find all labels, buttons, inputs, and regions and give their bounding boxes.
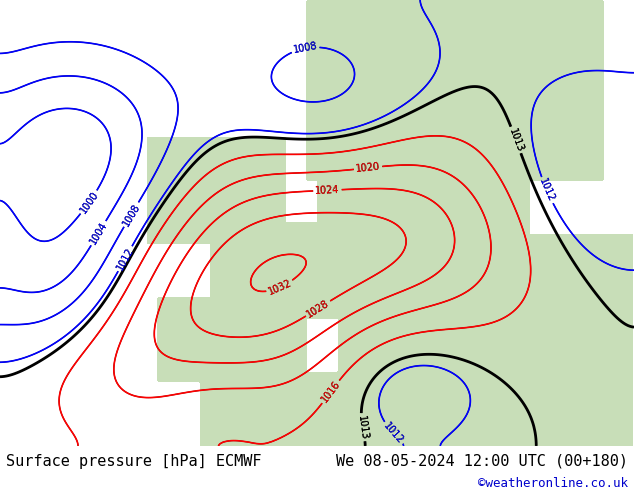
Text: 1024: 1024 [315,185,340,196]
Text: 1004: 1004 [88,220,109,246]
Text: 1032: 1032 [267,278,293,297]
Text: 1016: 1016 [320,379,342,405]
Text: 1020: 1020 [355,162,381,174]
Text: 1008: 1008 [292,41,318,55]
Text: 1004: 1004 [88,220,109,246]
Text: 1013: 1013 [507,127,525,153]
Text: 1008: 1008 [120,201,142,228]
Text: 1012: 1012 [538,177,557,203]
Text: 1028: 1028 [305,298,331,319]
Text: 1024: 1024 [315,185,340,196]
Text: 1016: 1016 [320,379,342,405]
Text: 1008: 1008 [120,201,142,228]
Text: ©weatheronline.co.uk: ©weatheronline.co.uk [477,477,628,490]
Text: 1032: 1032 [267,278,293,297]
Text: 1008: 1008 [292,41,318,55]
Text: Surface pressure [hPa] ECMWF: Surface pressure [hPa] ECMWF [6,454,262,469]
Text: 1012: 1012 [115,245,136,272]
Text: 1012: 1012 [382,420,406,445]
Text: 1013: 1013 [507,127,525,153]
Text: 1012: 1012 [115,245,136,272]
Text: 1013: 1013 [356,415,369,440]
Text: 1013: 1013 [356,415,369,440]
Text: 1020: 1020 [355,162,381,174]
Text: 1000: 1000 [78,189,100,215]
Text: 1012: 1012 [382,420,406,445]
Text: 1000: 1000 [78,189,100,215]
Text: 1012: 1012 [538,177,557,203]
Text: We 08-05-2024 12:00 UTC (00+180): We 08-05-2024 12:00 UTC (00+180) [335,454,628,469]
Text: 1028: 1028 [305,298,331,319]
